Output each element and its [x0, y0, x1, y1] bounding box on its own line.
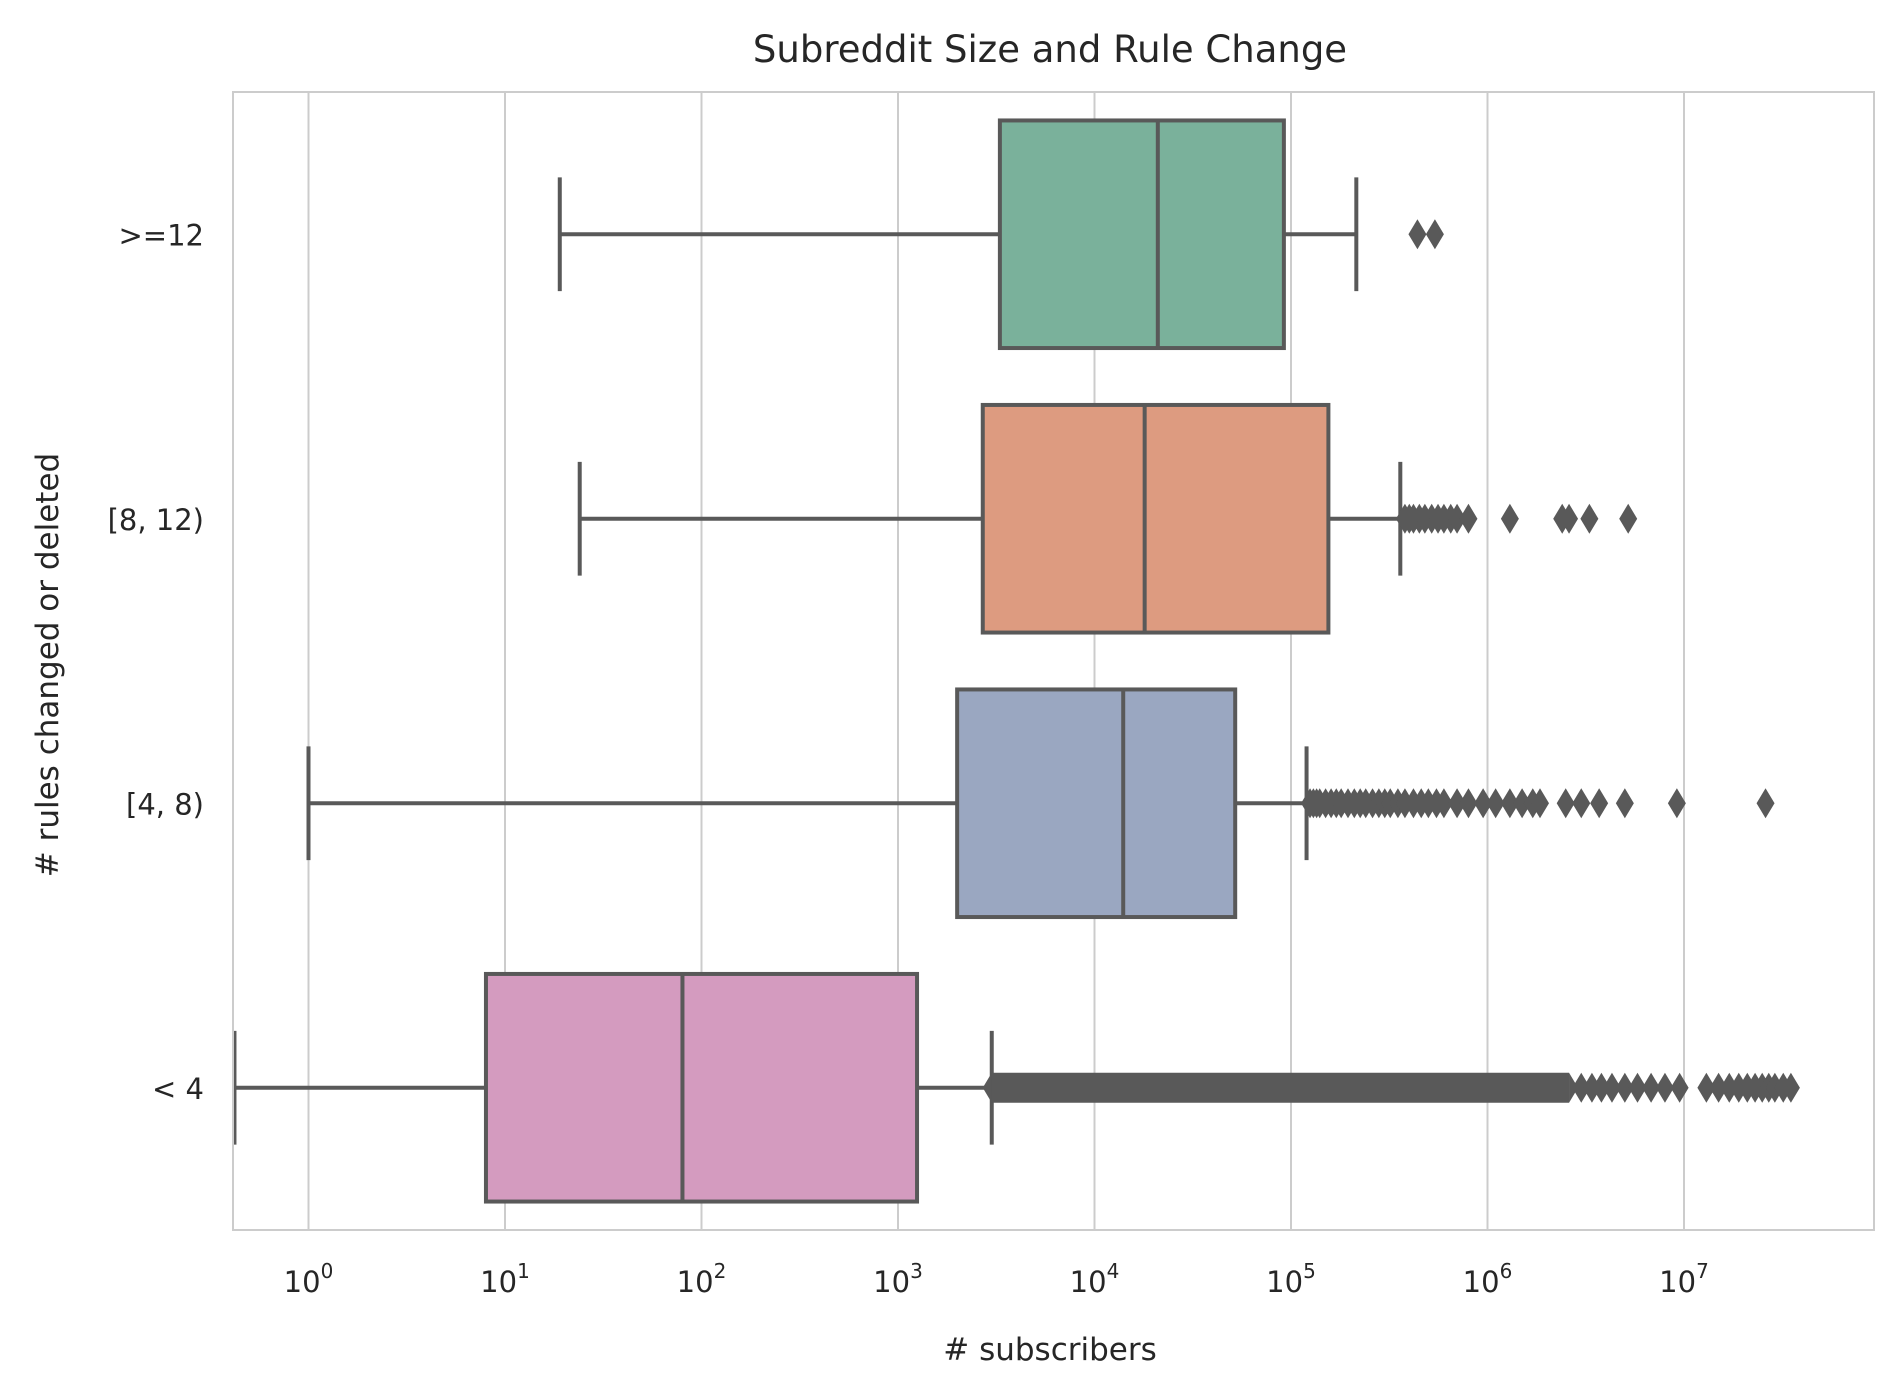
x-tick-exponent: 7 — [1696, 1259, 1709, 1283]
outlier-point — [1556, 788, 1575, 819]
x-tick-base: 10 — [677, 1265, 714, 1299]
outlier-point — [1572, 788, 1591, 819]
x-tick-label: 103 — [873, 1259, 923, 1299]
x-tick-base: 10 — [1659, 1265, 1696, 1299]
outlier-point — [1619, 503, 1638, 534]
x-tick-exponent: 0 — [321, 1259, 334, 1283]
box-iqr — [997, 118, 1286, 351]
x-tick-exponent: 5 — [1303, 1259, 1316, 1283]
x-tick-exponent: 3 — [910, 1259, 923, 1283]
box-iqr — [483, 971, 920, 1204]
outlier-point — [1474, 788, 1493, 819]
outlier-point — [1655, 1072, 1674, 1103]
outlier-point — [1448, 503, 1467, 534]
outlier-point — [1592, 1072, 1611, 1103]
x-tick-label: 107 — [1659, 1259, 1709, 1299]
y-tick-label: [8, 12) — [108, 503, 204, 537]
outlier-point — [1615, 788, 1634, 819]
x-tick-base: 10 — [873, 1265, 910, 1299]
outlier-point — [1500, 788, 1519, 819]
box-iqr — [955, 687, 1238, 920]
box-iqr — [980, 402, 1331, 635]
outlier-point — [1408, 219, 1427, 250]
outlier-point — [1781, 1072, 1800, 1103]
x-tick-base: 10 — [480, 1265, 517, 1299]
x-tick-label: 100 — [284, 1259, 334, 1299]
x-tick-exponent: 6 — [1500, 1259, 1513, 1283]
outlier-point — [1459, 503, 1478, 534]
outlier-band-cap — [982, 1072, 992, 1103]
outlier-layer — [982, 219, 1800, 1103]
x-tick-exponent: 2 — [714, 1259, 727, 1283]
outlier-point — [1670, 1072, 1689, 1103]
x-tick-label: 104 — [1070, 1259, 1120, 1299]
outlier-point — [1560, 503, 1579, 534]
outlier-point — [1425, 219, 1444, 250]
outlier-point — [1580, 503, 1599, 534]
y-tick-label: >=12 — [119, 218, 205, 252]
outlier-point — [1628, 1072, 1647, 1103]
x-tick-label: 101 — [480, 1259, 530, 1299]
outlier-point — [1572, 1072, 1591, 1103]
outlier-point — [1720, 1072, 1739, 1103]
outlier-point — [1602, 1072, 1621, 1103]
outlier-point — [1500, 503, 1519, 534]
x-axis-label: # subscribers — [943, 1332, 1157, 1368]
y-axis-label: # rules changed or deleted — [30, 453, 66, 877]
y-tick-label: < 4 — [152, 1072, 204, 1106]
outlier-point — [1434, 788, 1453, 819]
outlier-point — [1709, 1072, 1728, 1103]
outlier-point — [1590, 788, 1609, 819]
outlier-point — [1582, 1072, 1601, 1103]
outlier-point — [1615, 1072, 1634, 1103]
x-tick-base: 10 — [1266, 1265, 1303, 1299]
box-layer — [232, 118, 1403, 1204]
chart-title: Subreddit Size and Rule Change — [753, 28, 1347, 71]
x-tick-label: 105 — [1266, 1259, 1316, 1299]
y-tick-label: [4, 8) — [126, 787, 204, 821]
tick-layer: 100 101 102 103 104 105 106 107>=12[8, 12)[4, 8… — [108, 218, 1709, 1299]
outlier-point — [1513, 788, 1532, 819]
outlier-band — [991, 1072, 1570, 1103]
outlier-point — [1530, 788, 1549, 819]
outlier-point — [1756, 788, 1775, 819]
x-tick-base: 10 — [284, 1265, 321, 1299]
x-tick-base: 10 — [1463, 1265, 1500, 1299]
outlier-point — [1459, 788, 1478, 819]
outlier-point — [1642, 1072, 1661, 1103]
x-tick-label: 102 — [677, 1259, 727, 1299]
outlier-point — [1448, 788, 1467, 819]
x-tick-exponent: 4 — [1107, 1259, 1120, 1283]
outlier-point — [1486, 788, 1505, 819]
outlier-point — [1667, 788, 1686, 819]
axes-frame — [232, 91, 1875, 1231]
x-tick-label: 106 — [1463, 1259, 1513, 1299]
x-tick-exponent: 1 — [517, 1259, 530, 1283]
x-tick-base: 10 — [1070, 1265, 1107, 1299]
outlier-point — [1697, 1072, 1716, 1103]
